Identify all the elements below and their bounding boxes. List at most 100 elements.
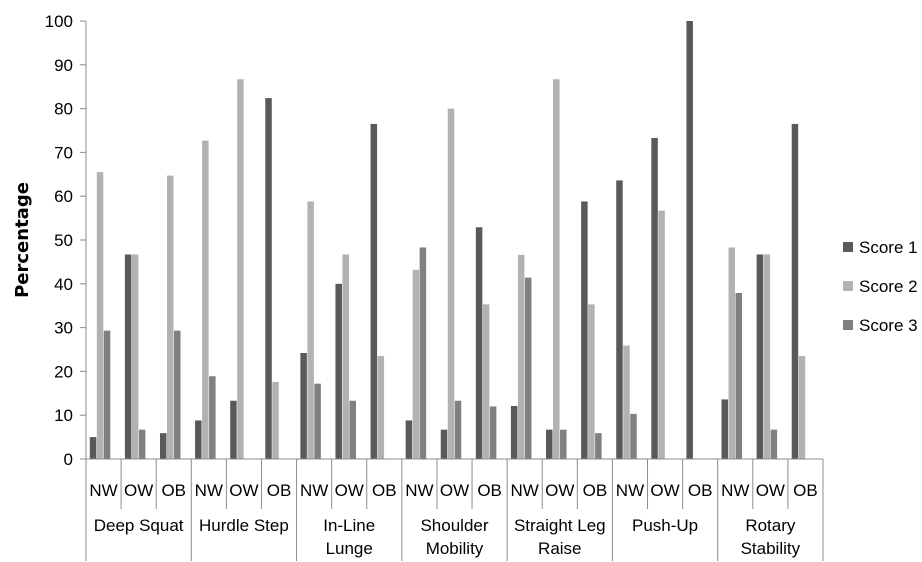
group-label: Shoulder xyxy=(420,516,488,535)
bar-score-2 xyxy=(553,79,560,459)
group-label: Push-Up xyxy=(632,516,698,535)
legend-label: Score 1 xyxy=(859,238,918,257)
bar-score-3 xyxy=(770,429,778,459)
bar-score-1 xyxy=(791,123,799,460)
x-tick-label: OB xyxy=(688,481,713,500)
bar-score-1 xyxy=(651,137,658,460)
bar-score-1 xyxy=(124,254,132,459)
bar-score-2 xyxy=(763,254,771,459)
bar-score-2 xyxy=(588,304,595,459)
bar-score-3 xyxy=(349,400,356,459)
x-tick-label: OW xyxy=(335,481,364,500)
y-tick-label: 0 xyxy=(64,450,73,469)
legend: Score 1 Score 2 Score 3 xyxy=(843,238,918,335)
legend-swatch xyxy=(843,281,853,291)
bar-score-3 xyxy=(735,292,743,459)
bar-score-2 xyxy=(658,210,665,459)
bar-score-1 xyxy=(546,429,553,459)
bar-score-3 xyxy=(454,400,462,459)
y-tick-label: 60 xyxy=(54,187,73,206)
bar-score-3 xyxy=(419,247,427,459)
bars xyxy=(89,21,806,460)
x-tick-label: OW xyxy=(124,481,153,500)
bar-score-2 xyxy=(517,254,525,459)
x-tick-label: OB xyxy=(372,481,397,500)
bar-score-1 xyxy=(616,180,623,459)
bar-score-2 xyxy=(623,345,630,459)
group-label: In-Line xyxy=(323,516,375,535)
legend-label: Score 3 xyxy=(859,316,918,335)
bar-score-2 xyxy=(166,175,174,459)
bar-score-2 xyxy=(482,304,490,459)
x-axis-labels: NW OW OB Deep Squat NW OW OB Hurdle Step NW OW OB I… xyxy=(85,459,824,561)
bar-score-3 xyxy=(560,429,567,459)
y-tick-label: 90 xyxy=(54,56,73,75)
bar-score-1 xyxy=(581,201,588,459)
legend-swatch xyxy=(843,320,853,330)
bar-score-1 xyxy=(89,437,97,459)
bar-score-3 xyxy=(138,429,146,459)
bar-score-2 xyxy=(377,356,385,459)
x-tick-label: NW xyxy=(89,481,117,500)
bar-score-2 xyxy=(202,140,209,459)
bar-score-1 xyxy=(335,283,342,459)
bar-score-3 xyxy=(209,376,216,459)
bar-score-1 xyxy=(405,420,413,459)
bar-score-1 xyxy=(300,353,307,459)
axes xyxy=(85,21,823,460)
bar-score-2 xyxy=(307,201,314,459)
bar-score-1 xyxy=(265,98,272,459)
x-tick-label: NW xyxy=(195,481,223,500)
y-tick-label: 40 xyxy=(54,275,73,294)
bar-score-1 xyxy=(195,420,202,459)
group-label: Hurdle Step xyxy=(199,516,289,535)
group-label: Lunge xyxy=(326,539,373,558)
x-tick-label: OW xyxy=(650,481,679,500)
group-label: Deep Squat xyxy=(94,516,184,535)
x-tick-label: OW xyxy=(545,481,574,500)
bar-score-2 xyxy=(272,381,279,459)
bar-score-3 xyxy=(595,433,602,459)
x-tick-label: OW xyxy=(756,481,785,500)
bar-score-3 xyxy=(103,330,111,459)
y-tick-label: 50 xyxy=(54,231,73,250)
bar-score-2 xyxy=(131,254,139,459)
bar-score-1 xyxy=(159,433,167,459)
y-axis-ticks: 0 10 20 30 40 50 60 70 80 90 100 xyxy=(45,12,86,469)
x-tick-label: NW xyxy=(721,481,749,500)
bar-score-2 xyxy=(342,254,349,459)
group-label: Mobility xyxy=(426,539,484,558)
bar-score-1 xyxy=(440,429,448,459)
x-tick-label: NW xyxy=(300,481,328,500)
group-label: Straight Leg xyxy=(514,516,606,535)
bar-score-2 xyxy=(728,247,736,459)
y-tick-label: 30 xyxy=(54,319,73,338)
x-tick-label: NW xyxy=(405,481,433,500)
y-tick-label: 20 xyxy=(54,362,73,381)
y-tick-label: 70 xyxy=(54,143,73,162)
bar-score-3 xyxy=(173,330,181,459)
x-tick-label: OB xyxy=(583,481,608,500)
x-tick-label: OW xyxy=(229,481,258,500)
bar-score-1 xyxy=(510,406,518,459)
bar-score-3 xyxy=(630,413,637,459)
bar-score-3 xyxy=(524,277,532,459)
bar-score-1 xyxy=(686,21,693,459)
legend-label: Score 2 xyxy=(859,277,918,296)
bar-score-3 xyxy=(314,383,321,459)
x-tick-label: NW xyxy=(616,481,644,500)
y-tick-label: 80 xyxy=(54,100,73,119)
bar-score-1 xyxy=(475,227,483,459)
x-tick-label: OW xyxy=(440,481,469,500)
bar-score-2 xyxy=(412,269,420,459)
bar-score-1 xyxy=(756,254,764,459)
x-tick-label: NW xyxy=(511,481,539,500)
bar-score-3 xyxy=(489,406,497,459)
y-tick-label: 100 xyxy=(45,12,73,31)
x-tick-label: OB xyxy=(161,481,186,500)
bar-score-1 xyxy=(230,400,237,459)
x-tick-label: OB xyxy=(267,481,292,500)
bar-score-2 xyxy=(237,79,244,459)
bar-score-2 xyxy=(798,356,806,459)
